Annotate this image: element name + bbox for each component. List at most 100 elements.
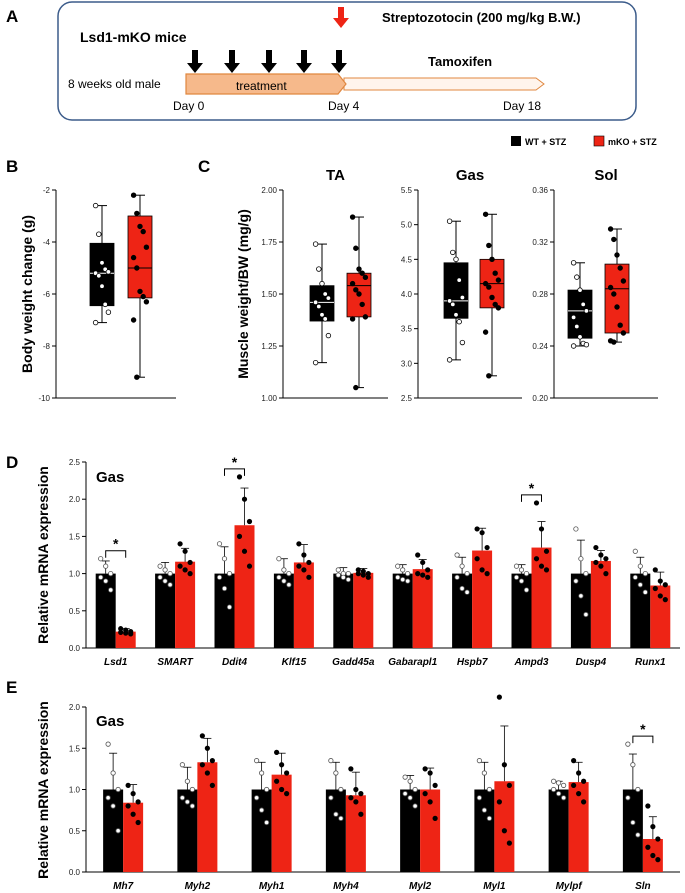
data-point	[402, 791, 408, 797]
data-point	[543, 567, 550, 573]
data-point	[345, 570, 351, 577]
data-point	[157, 574, 163, 580]
data-point	[177, 563, 183, 569]
data-point	[358, 791, 364, 797]
data-point	[199, 762, 205, 768]
data-point	[221, 556, 228, 562]
y-tick-label: -6	[43, 290, 51, 299]
data-point	[581, 778, 587, 784]
data-point	[301, 552, 307, 558]
data-point	[328, 795, 334, 801]
data-point	[617, 265, 623, 271]
data-point	[128, 631, 134, 637]
data-point	[167, 570, 173, 577]
panel-label-a: A	[6, 7, 18, 26]
data-point	[96, 273, 102, 279]
data-point	[479, 530, 485, 536]
data-point	[356, 291, 362, 297]
significance-bracket	[632, 735, 654, 744]
data-point	[281, 578, 287, 584]
data-point	[518, 578, 525, 584]
chart-title: Gas	[96, 469, 124, 486]
data-point	[338, 815, 344, 821]
data-point	[607, 284, 614, 291]
legend-label-wt: WT + STZ	[525, 137, 567, 147]
data-point	[556, 780, 562, 786]
y-tick-label: 0.28	[532, 290, 548, 299]
bar	[590, 560, 611, 648]
y-tick-label: 0.24	[532, 342, 548, 351]
category-label: Lsd1	[104, 657, 128, 668]
data-point	[102, 301, 108, 308]
bar	[531, 547, 552, 648]
data-point	[281, 567, 287, 573]
data-point	[642, 589, 648, 595]
y-axis-label: Body weight change (g)	[19, 215, 35, 373]
data-point	[362, 314, 369, 320]
data-point	[655, 857, 661, 863]
data-point	[482, 329, 489, 335]
category-label: Sln	[635, 881, 651, 892]
bar	[103, 789, 124, 872]
data-point	[92, 319, 99, 326]
data-point	[506, 782, 512, 788]
panel-label-b: B	[6, 157, 18, 176]
tamoxifen-period-arrow	[343, 77, 545, 91]
data-point	[454, 552, 460, 558]
data-point	[405, 570, 411, 577]
data-point	[489, 294, 495, 301]
data-point	[583, 570, 589, 577]
data-point	[576, 770, 582, 776]
y-tick-label: 0.32	[532, 238, 548, 247]
category-label: Hspb7	[457, 657, 488, 668]
bar	[271, 774, 292, 872]
data-point	[650, 852, 656, 859]
data-point	[246, 563, 253, 569]
legend-label-mko: mKO + STZ	[608, 137, 657, 147]
data-point	[130, 791, 136, 797]
data-point	[432, 815, 438, 821]
data-point	[513, 574, 520, 580]
data-point	[167, 582, 173, 588]
data-point	[412, 786, 418, 793]
data-point	[598, 563, 604, 569]
data-point	[286, 582, 292, 588]
treatment-arrow	[185, 73, 347, 95]
data-point	[551, 778, 557, 784]
data-point	[246, 518, 253, 525]
y-tick-label: -2	[43, 186, 51, 195]
data-point	[108, 587, 114, 593]
category-label: Gadd45a	[332, 657, 375, 668]
data-point	[143, 299, 150, 305]
data-point	[312, 359, 319, 366]
data-point	[482, 211, 489, 217]
data-point	[501, 828, 507, 834]
data-point	[655, 836, 661, 842]
data-point	[353, 245, 359, 251]
data-point	[474, 556, 480, 562]
y-tick-label: 0.0	[69, 644, 81, 653]
age-label: 8 weeks old male	[68, 77, 161, 91]
y-tick-label: 0.5	[69, 607, 81, 616]
data-point	[523, 570, 530, 577]
data-point	[650, 824, 656, 830]
injection-arrow-stem	[336, 50, 342, 64]
data-point	[645, 844, 651, 850]
data-point	[316, 266, 322, 272]
data-point	[96, 231, 102, 237]
data-point	[603, 570, 609, 577]
data-point	[108, 570, 114, 577]
data-point	[264, 786, 270, 793]
data-point	[576, 791, 582, 797]
data-point	[140, 293, 146, 300]
data-point	[486, 284, 492, 290]
data-point	[162, 578, 168, 584]
data-point	[492, 270, 498, 276]
data-point	[574, 274, 580, 280]
data-point	[216, 574, 223, 580]
bar	[325, 789, 346, 872]
data-point	[577, 334, 583, 340]
data-point	[105, 741, 111, 747]
data-point	[645, 803, 651, 809]
category-label: Myh1	[259, 881, 285, 892]
